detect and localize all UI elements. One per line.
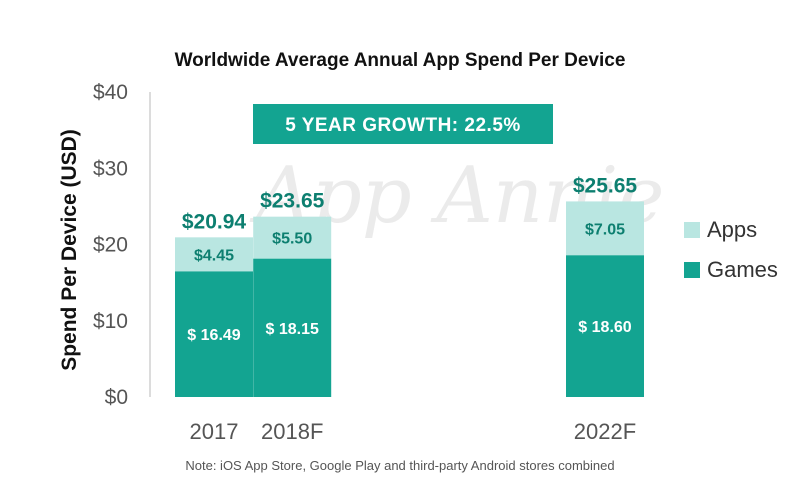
data-label-games: $ 18.15 [266,321,319,338]
footnote: Note: iOS App Store, Google Play and thi… [185,458,614,473]
total-label: $25.65 [573,174,638,197]
growth-banner: 5 YEAR GROWTH: 22.5% [253,104,553,144]
x-tick-label: 2017 [190,419,239,444]
x-tick-label: 2022F [574,419,636,444]
y-tick-label: $20 [93,234,128,257]
legend-swatch-games [684,262,700,278]
bar-games [253,258,332,397]
legend-swatch-apps [684,222,700,238]
data-label-games: $ 16.49 [187,327,240,344]
bar-apps [175,237,253,272]
y-tick-label: $30 [93,157,128,180]
chart-title: Worldwide Average Annual App Spend Per D… [175,50,626,71]
legend-label-games: Games [707,257,778,282]
data-label-apps: $4.45 [194,247,234,264]
growth-banner-box [253,104,553,144]
bars: $ 16.49 $4.45 $20.94 $ 18.15 $5.50 $23.65 $ 18… [175,174,644,397]
bar-apps [253,216,332,259]
total-label: $23.65 [260,190,325,213]
y-tick-label: $40 [93,81,128,104]
bar-games [566,255,644,397]
bar-apps [566,201,644,256]
legend: Apps Games [684,217,778,282]
data-label-apps: $7.05 [585,221,625,238]
total-label: $20.94 [182,210,247,233]
y-axis-ticks: $0 $10 $20 $30 $40 [93,81,128,409]
x-axis-ticks: 2017 2018F 2022F [190,419,637,444]
growth-banner-text: 5 YEAR GROWTH: 22.5% [285,115,521,136]
legend-label-apps: Apps [707,217,757,242]
data-label-apps: $5.50 [272,231,312,248]
bar-games [175,271,253,397]
y-axis-label: Spend Per Device (USD) [58,129,81,371]
x-tick-label: 2018F [261,419,323,444]
data-label-games: $ 18.60 [578,319,631,336]
y-tick-label: $0 [105,386,128,409]
y-tick-label: $10 [93,310,128,333]
